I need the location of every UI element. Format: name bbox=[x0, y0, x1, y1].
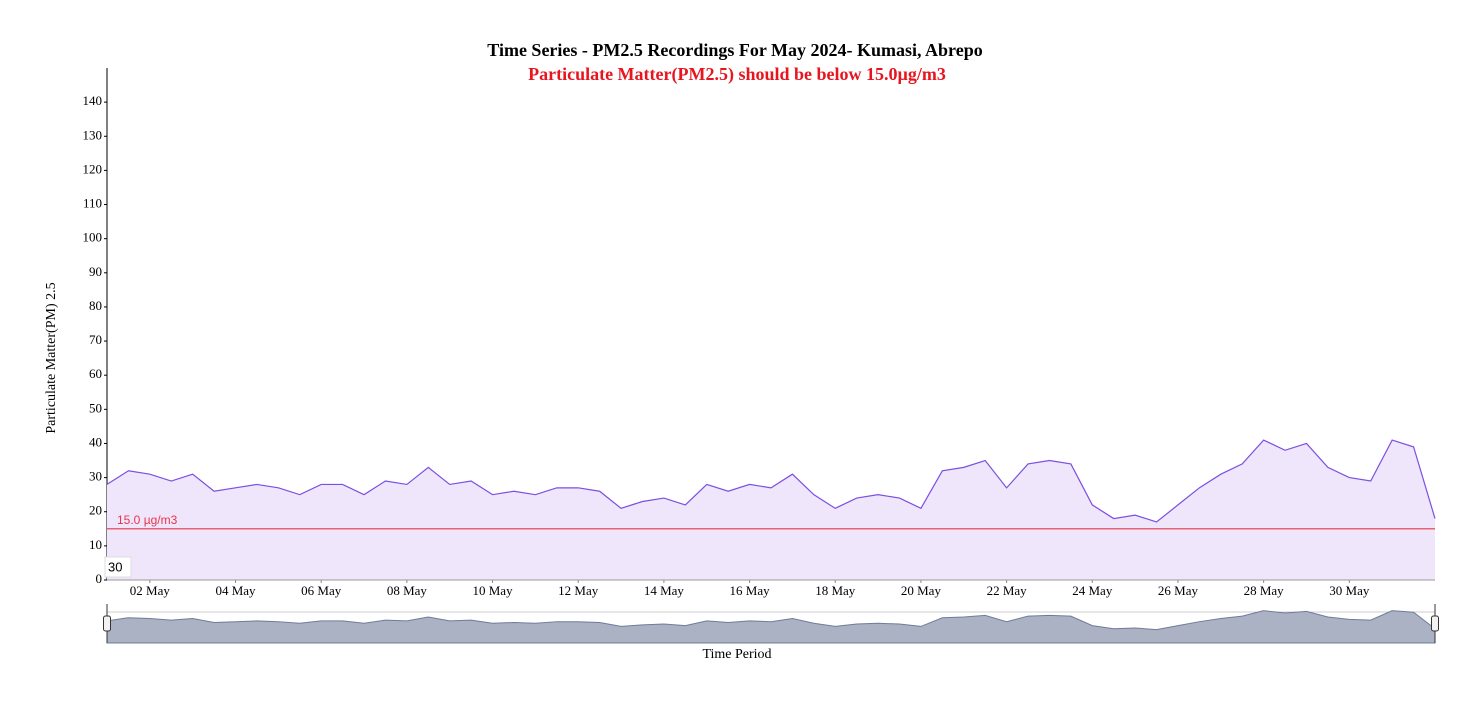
x-tick-label: 12 May bbox=[558, 583, 599, 598]
y-tick-label: 50 bbox=[89, 400, 102, 415]
x-tick-label: 06 May bbox=[301, 583, 342, 598]
x-tick-label: 28 May bbox=[1244, 583, 1285, 598]
x-tick-label: 16 May bbox=[730, 583, 771, 598]
chart-subtitle: Particulate Matter(PM2.5) should be belo… bbox=[528, 64, 946, 85]
x-tick-label: 02 May bbox=[130, 583, 171, 598]
x-tick-label: 26 May bbox=[1158, 583, 1199, 598]
x-tick-label: 22 May bbox=[987, 583, 1028, 598]
navigator-area bbox=[106, 610, 1436, 644]
x-tick-label: 14 May bbox=[644, 583, 685, 598]
area bbox=[107, 440, 1435, 580]
x-tick-label: 30 May bbox=[1329, 583, 1370, 598]
y-tick-label: 20 bbox=[89, 503, 102, 518]
navigator-handle bbox=[103, 615, 111, 632]
y-axis-label: Particulate Matter(PM) 2.5 bbox=[44, 282, 59, 433]
y-tick-label: 10 bbox=[89, 537, 102, 552]
y-tick-label: 110 bbox=[83, 196, 102, 211]
y-tick-label: 80 bbox=[89, 298, 102, 313]
x-tick-label: 18 May bbox=[815, 583, 856, 598]
y-tick-label: 120 bbox=[83, 161, 103, 176]
navigator-handle bbox=[1431, 615, 1439, 632]
y-tick-label: 0 bbox=[96, 571, 103, 586]
chart-title: Time Series - PM2.5 Recordings For May 2… bbox=[487, 40, 982, 60]
y-tick-label: 60 bbox=[89, 366, 102, 381]
y-tick-label: 40 bbox=[89, 434, 102, 449]
line bbox=[106, 439, 1436, 523]
y-tick-label: 30 bbox=[89, 469, 102, 484]
x-tick-label: 20 May bbox=[901, 583, 942, 598]
x-tick-label: 08 May bbox=[387, 583, 428, 598]
x-axis-label: Time Period bbox=[702, 647, 771, 662]
y-tick-label: 130 bbox=[83, 127, 103, 142]
y-tick-label: 70 bbox=[89, 332, 102, 347]
x-tick-label: 10 May bbox=[473, 583, 514, 598]
y-tick-label: 140 bbox=[83, 93, 103, 108]
x-tick-label: 24 May bbox=[1072, 583, 1113, 598]
y-tick-label: 90 bbox=[89, 264, 102, 279]
range-box bbox=[104, 556, 132, 578]
range-box-label: 30 bbox=[108, 559, 122, 574]
y-tick-label: 100 bbox=[83, 230, 103, 245]
x-tick-label: 04 May bbox=[215, 583, 256, 598]
threshold-label: 15.0 µg/m3 bbox=[117, 513, 178, 527]
